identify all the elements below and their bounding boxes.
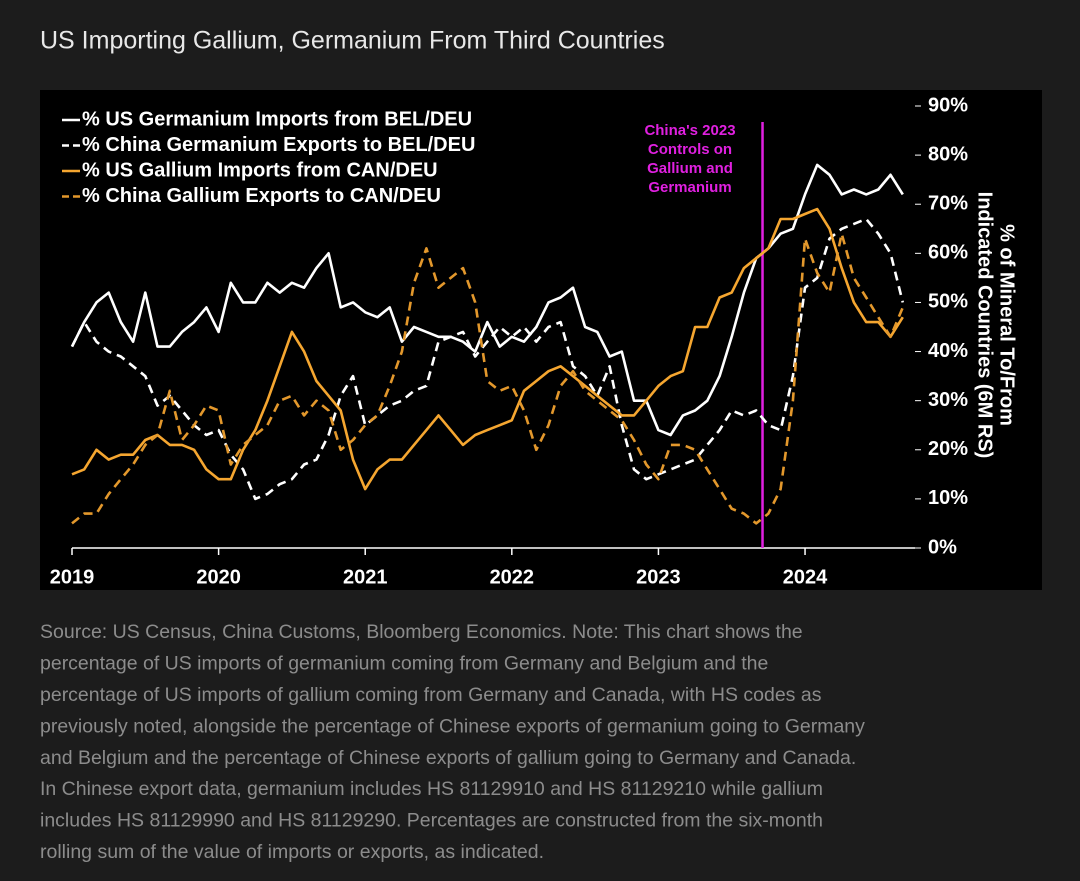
source-note: Source: US Census, China Customs, Bloomb…: [40, 621, 803, 643]
y-tick-label: 80%: [928, 143, 968, 165]
x-tick-label: 2020: [196, 566, 241, 588]
x-tick-label: 2022: [490, 566, 535, 588]
source-note: rolling sum of the value of imports or e…: [40, 841, 544, 863]
y-tick-label: 60%: [928, 242, 968, 264]
legend-label: % China Germanium Exports to BEL/DEU: [82, 134, 475, 156]
plot-panel: [40, 90, 1042, 590]
source-note: In Chinese export data, germanium includ…: [40, 778, 823, 800]
annotation: Controls on: [648, 141, 732, 158]
source-note: previously noted, alongside the percenta…: [40, 715, 865, 737]
series-line: [71, 207, 904, 491]
legend-label: % US Gallium Imports from CAN/DEU: [82, 159, 438, 181]
x-tick-label: 2021: [343, 566, 388, 588]
source-note: percentage of US imports of gallium comi…: [40, 684, 822, 706]
annotation: China's 2023: [644, 122, 735, 139]
series-line: [71, 232, 904, 525]
y-tick-label: 70%: [928, 193, 968, 215]
chart-title: US Importing Gallium, Germanium From Thi…: [40, 27, 665, 55]
y-tick-label: 30%: [928, 389, 968, 411]
annotation: Gallium and: [647, 160, 733, 177]
series-line: [70, 217, 905, 501]
source-note: and Belgium and the percentage of Chines…: [40, 747, 856, 769]
y-tick-label: 0%: [928, 536, 957, 558]
x-tick-label: 2023: [636, 566, 681, 588]
source-note: percentage of US imports of germanium co…: [40, 653, 768, 675]
y-axis-label: % of Mineral To/From: [996, 224, 1018, 426]
annotation: Germanium: [648, 179, 731, 196]
y-axis-label: Indicated Countries (6M RS): [974, 192, 996, 459]
x-tick-label: 2024: [783, 566, 828, 588]
source-note: includes HS 81129990 and HS 81129290. Pe…: [40, 810, 823, 832]
y-tick-label: 50%: [928, 291, 968, 313]
legend-label: % US Germanium Imports from BEL/DEU: [82, 108, 472, 130]
y-tick-label: 20%: [928, 438, 968, 460]
x-tick-label: 2019: [50, 566, 95, 588]
y-tick-label: 90%: [928, 94, 968, 116]
y-tick-label: 10%: [928, 487, 968, 509]
y-tick-label: 40%: [928, 340, 968, 362]
legend-label: % China Gallium Exports to CAN/DEU: [82, 185, 441, 207]
